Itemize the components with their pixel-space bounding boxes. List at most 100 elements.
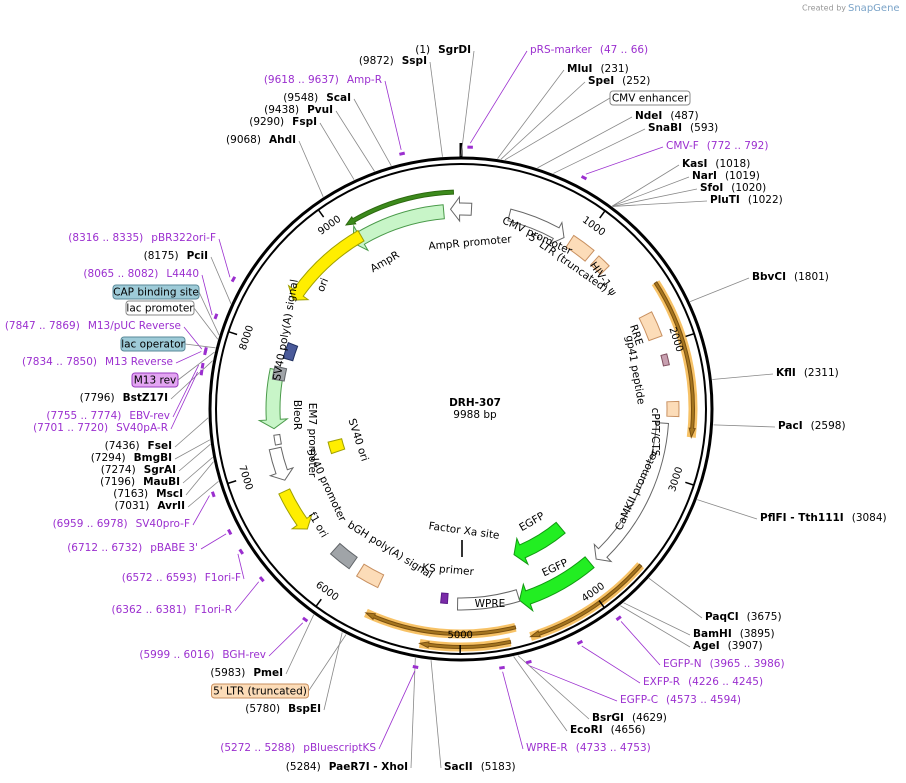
- site-part: BamHI: [693, 628, 732, 640]
- primer-part: (5999 .. 6016): [139, 649, 214, 661]
- site-leader: [170, 360, 213, 400]
- site-leader: [689, 277, 750, 303]
- primer-part: (7834 .. 7850): [22, 356, 97, 368]
- site-part: MscI: [156, 488, 183, 500]
- primer-label: EGFP-N (3965 .. 3986): [663, 658, 785, 670]
- site-leader: [353, 98, 392, 166]
- ruler-label: 7000: [236, 464, 254, 492]
- site-part: (2598): [811, 420, 846, 432]
- site-part: (1018): [715, 158, 750, 170]
- feature-shape: [565, 234, 595, 262]
- primer-site: [238, 548, 245, 555]
- box-leader: [193, 307, 219, 340]
- primer-leader: [585, 146, 664, 175]
- site-label: BsrGI (4629): [592, 712, 667, 724]
- feature-box: [120, 336, 186, 352]
- primer-label: (6959 .. 6978) SV40pro-F: [53, 518, 190, 530]
- feature-shape: [329, 542, 358, 570]
- site-label: NdeI (487): [635, 110, 699, 122]
- feature-label: BleoR: [291, 400, 303, 430]
- feature-shape: [456, 589, 521, 611]
- feature-shape: [440, 592, 449, 605]
- feature-shape: [638, 311, 663, 342]
- site-label: BbvCI (1801): [752, 271, 829, 283]
- site-label: PacI (2598): [778, 420, 846, 432]
- site-leader: [611, 164, 680, 207]
- ruler-tick: [317, 209, 325, 218]
- site-leader: [620, 605, 691, 648]
- site-part: (7436): [105, 440, 140, 452]
- feature-shape: [282, 342, 299, 362]
- feature-box: [131, 372, 179, 388]
- primer-leader: [529, 665, 618, 702]
- feature-shape: [355, 563, 385, 589]
- site-label: AgeI (3907): [693, 640, 763, 652]
- primer-leader: [469, 50, 528, 144]
- site-part: (252): [622, 75, 650, 87]
- site-leader: [187, 480, 219, 508]
- feature-label: Factor Xa site: [428, 520, 500, 542]
- primer-part: M13/pUC Reverse: [88, 320, 181, 332]
- site-label: PaqCI (3675): [705, 611, 782, 623]
- site-part: PvuI: [307, 104, 333, 116]
- ruler-tick: [685, 332, 695, 338]
- primer-label: CMV-F (772 .. 792): [666, 140, 768, 152]
- site-leader: [185, 461, 214, 496]
- ruler-label: 6000: [313, 580, 340, 604]
- site-part: (9548): [283, 92, 318, 104]
- primer-site: [580, 175, 588, 181]
- primer-label: WPRE-R (4733 .. 4753): [526, 742, 651, 754]
- primer-site: [230, 276, 237, 283]
- feature-shape: [344, 189, 455, 226]
- primer-leader: [172, 364, 200, 418]
- primer-leader: [201, 274, 213, 316]
- feature-shape: [666, 400, 680, 418]
- site-leader: [174, 439, 211, 460]
- site-part: (3895): [740, 628, 775, 640]
- site-leader: [285, 614, 315, 675]
- feature-box: [125, 300, 195, 316]
- site-label: NarI (1019): [692, 170, 760, 182]
- site-label: (7163) MscI: [113, 488, 183, 500]
- site-part: (1801): [794, 271, 829, 283]
- site-part: AhdI: [269, 134, 296, 146]
- primer-label: (6362 .. 6381) F1ori-R: [112, 604, 232, 616]
- feature-label: bGH poly(A) signal: [345, 519, 434, 581]
- primer-leader: [620, 621, 661, 666]
- site-label: (5284) PaeR7I - XhoI: [286, 761, 408, 773]
- plasmid-name: DRH-307: [449, 397, 501, 409]
- feature-box: [609, 90, 691, 106]
- primer-part: SV40pA-R: [116, 422, 168, 434]
- site-leader: [335, 110, 375, 172]
- primer-label: (9618 .. 9637) Amp-R: [264, 74, 382, 86]
- primer-part: (7701 .. 7720): [33, 422, 108, 434]
- primer-label: EGFP-C (4573 .. 4594): [620, 694, 741, 706]
- feature-shape: [327, 438, 346, 455]
- site-part: SgrDI: [438, 44, 471, 56]
- site-part: (3675): [747, 611, 782, 623]
- feature-box: [211, 683, 309, 699]
- ruler-tick: [315, 598, 322, 607]
- site-part: PluTI: [710, 194, 740, 206]
- primer-leader: [237, 553, 245, 580]
- site-part: BmgBI: [134, 452, 172, 464]
- feature-shape: [352, 204, 445, 252]
- feature-shape: [418, 639, 512, 649]
- site-part: PflFI - Tth111I: [760, 512, 844, 524]
- site-part: KasI: [682, 158, 707, 170]
- site-part: (5983): [210, 667, 245, 679]
- primer-part: F1ori-R: [195, 604, 232, 616]
- feature-shape: [660, 353, 670, 367]
- box-leader: [308, 634, 347, 692]
- site-label: (9438) PvuI: [264, 104, 333, 116]
- ruler-tick: [685, 481, 695, 486]
- site-part: BstZ17I: [123, 392, 168, 404]
- ruler-label: 1000: [580, 215, 607, 239]
- ruler-tick: [599, 210, 606, 219]
- site-leader: [319, 122, 355, 180]
- brand: SnapGene: [848, 3, 900, 14]
- site-label: (7436) FseI: [105, 440, 172, 452]
- site-part: SfoI: [700, 182, 723, 194]
- ruler-label: 5000: [447, 630, 472, 641]
